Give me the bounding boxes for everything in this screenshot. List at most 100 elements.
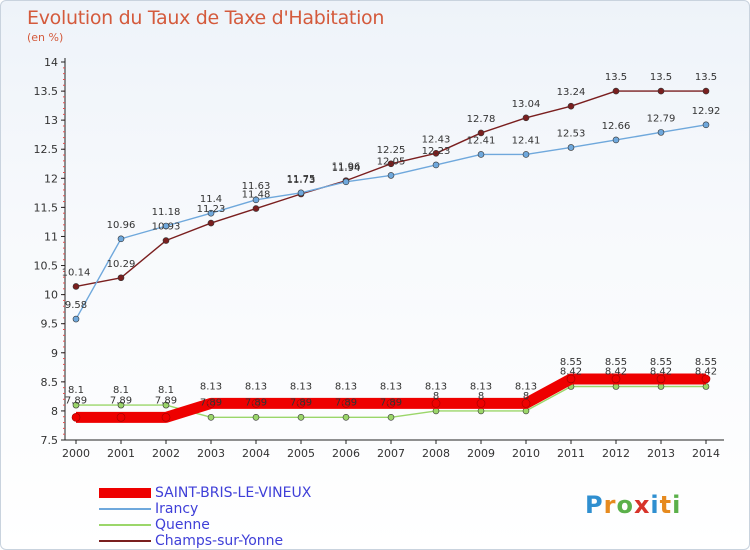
data-label-quenne: 7.89 xyxy=(200,397,222,408)
data-label-champs-sur-yonne: 11.48 xyxy=(242,190,271,201)
data-label-saint-bris-le-vineux: 8.13 xyxy=(470,381,492,392)
data-label-irancy: 9.58 xyxy=(65,300,87,311)
y-tick-label: 12 xyxy=(44,172,58,185)
data-label-saint-bris-le-vineux: 8.13 xyxy=(515,381,537,392)
data-point-saint-bris-le-vineux xyxy=(116,413,126,422)
data-point-irancy xyxy=(297,189,305,197)
x-tick-label: 2011 xyxy=(557,447,585,460)
data-label-irancy: 12.53 xyxy=(557,128,586,139)
legend-label: SAINT-BRIS-LE-VINEUX xyxy=(155,485,312,501)
data-point-saint-bris-le-vineux xyxy=(71,413,81,422)
data-label-champs-sur-yonne: 10.14 xyxy=(62,267,91,278)
data-point-irancy xyxy=(207,209,215,217)
legend-swatch xyxy=(99,508,151,510)
x-tick-label: 2001 xyxy=(107,447,135,460)
data-label-irancy: 12.92 xyxy=(692,106,721,117)
data-point-champs-sur-yonne xyxy=(612,87,620,95)
data-label-irancy: 10.96 xyxy=(107,220,136,231)
x-tick-label: 2008 xyxy=(422,447,450,460)
data-label-champs-sur-yonne: 13.5 xyxy=(650,72,672,83)
data-label-quenne: 8.1 xyxy=(158,385,174,396)
data-point-champs-sur-yonne xyxy=(477,129,485,137)
x-tick-label: 2002 xyxy=(152,447,180,460)
data-point-irancy xyxy=(657,129,665,136)
data-point-irancy xyxy=(117,235,125,243)
data-label-saint-bris-le-vineux: 8.55 xyxy=(695,357,717,368)
data-point-champs-sur-yonne xyxy=(162,237,170,244)
data-labels: 7.89 7.89 7.89 8.13 8.13 8.13 8.13 8.13 8.13 8.13… xyxy=(62,72,721,408)
data-label-champs-sur-yonne: 13.04 xyxy=(512,99,541,110)
data-label-saint-bris-le-vineux: 7.89 xyxy=(155,395,177,406)
data-label-champs-sur-yonne: 10.93 xyxy=(152,222,181,233)
data-label-champs-sur-yonne: 11.73 xyxy=(287,175,316,186)
data-label-quenne: 8.42 xyxy=(605,366,627,377)
data-point-champs-sur-yonne xyxy=(702,87,710,95)
data-label-champs-sur-yonne: 11.23 xyxy=(197,204,226,215)
data-point-quenne xyxy=(342,414,350,421)
data-label-quenne: 8.42 xyxy=(695,366,717,377)
data-label-quenne: 7.89 xyxy=(290,397,312,408)
x-tick-label: 2013 xyxy=(647,447,675,460)
legend-swatch xyxy=(99,524,151,526)
data-point-saint-bris-le-vineux xyxy=(611,374,621,384)
data-point-quenne xyxy=(207,414,215,421)
data-point-quenne xyxy=(387,414,395,421)
data-label-irancy: 11.75 xyxy=(287,174,316,185)
data-label-saint-bris-le-vineux: 7.89 xyxy=(110,395,132,406)
data-label-irancy: 11.94 xyxy=(332,163,361,174)
data-label-saint-bris-le-vineux: 8.13 xyxy=(335,381,357,392)
data-label-champs-sur-yonne: 13.5 xyxy=(695,72,717,83)
data-point-quenne xyxy=(252,414,260,421)
y-tick-label: 14 xyxy=(44,56,58,69)
data-label-champs-sur-yonne: 11.96 xyxy=(332,162,361,173)
data-point-irancy xyxy=(252,196,260,204)
data-label-quenne: 8.42 xyxy=(560,366,582,377)
data-label-saint-bris-le-vineux: 8.13 xyxy=(245,381,267,392)
legend-label: Quenne xyxy=(155,517,210,533)
data-point-saint-bris-le-vineux xyxy=(431,399,441,408)
x-tick-label: 2005 xyxy=(287,447,315,460)
data-point-champs-sur-yonne xyxy=(252,205,260,212)
x-tick-label: 2014 xyxy=(692,447,720,460)
y-tick-label: 10 xyxy=(44,289,58,302)
data-point-champs-sur-yonne xyxy=(522,114,530,122)
data-point-irancy xyxy=(567,144,575,151)
y-tick-label: 10.5 xyxy=(34,260,59,273)
data-label-quenne: 7.89 xyxy=(245,397,267,408)
data-label-quenne: 8 xyxy=(523,391,529,402)
data-label-quenne: 8.1 xyxy=(68,385,84,396)
data-point-irancy xyxy=(432,161,440,169)
data-point-irancy xyxy=(342,178,350,186)
y-tick-label: 9.5 xyxy=(41,318,59,331)
data-point-irancy xyxy=(387,172,395,179)
data-label-saint-bris-le-vineux: 7.89 xyxy=(65,395,87,406)
data-label-irancy: 11.4 xyxy=(200,194,222,205)
data-point-quenne xyxy=(162,401,170,409)
data-label-quenne: 8 xyxy=(478,391,484,402)
data-point-champs-sur-yonne xyxy=(72,283,80,290)
data-label-saint-bris-le-vineux: 8.13 xyxy=(290,381,312,392)
data-point-quenne xyxy=(117,401,125,409)
x-tick-label: 2007 xyxy=(377,447,405,460)
data-label-irancy: 11.63 xyxy=(242,181,271,192)
data-label-saint-bris-le-vineux: 8.13 xyxy=(200,381,222,392)
data-point-saint-bris-le-vineux xyxy=(206,399,216,408)
data-label-quenne: 7.89 xyxy=(335,397,357,408)
data-point-irancy xyxy=(702,121,710,129)
data-point-saint-bris-le-vineux xyxy=(566,374,576,384)
data-point-saint-bris-le-vineux xyxy=(251,399,261,408)
data-label-saint-bris-le-vineux: 8.55 xyxy=(605,357,627,368)
y-tick-label: 8.5 xyxy=(41,376,59,389)
data-point-champs-sur-yonne xyxy=(387,160,395,168)
legend-label: Champs-sur-Yonne xyxy=(155,533,284,549)
data-label-saint-bris-le-vineux: 8.13 xyxy=(380,381,402,392)
x-tick-label: 2010 xyxy=(512,447,540,460)
data-point-quenne xyxy=(297,414,305,421)
proxiti-logo: Proxiti xyxy=(585,491,682,519)
data-point-champs-sur-yonne xyxy=(657,87,665,95)
data-point-saint-bris-le-vineux xyxy=(701,374,711,384)
data-point-irancy xyxy=(522,151,530,158)
data-point-irancy xyxy=(612,136,620,144)
data-point-quenne xyxy=(72,401,80,409)
